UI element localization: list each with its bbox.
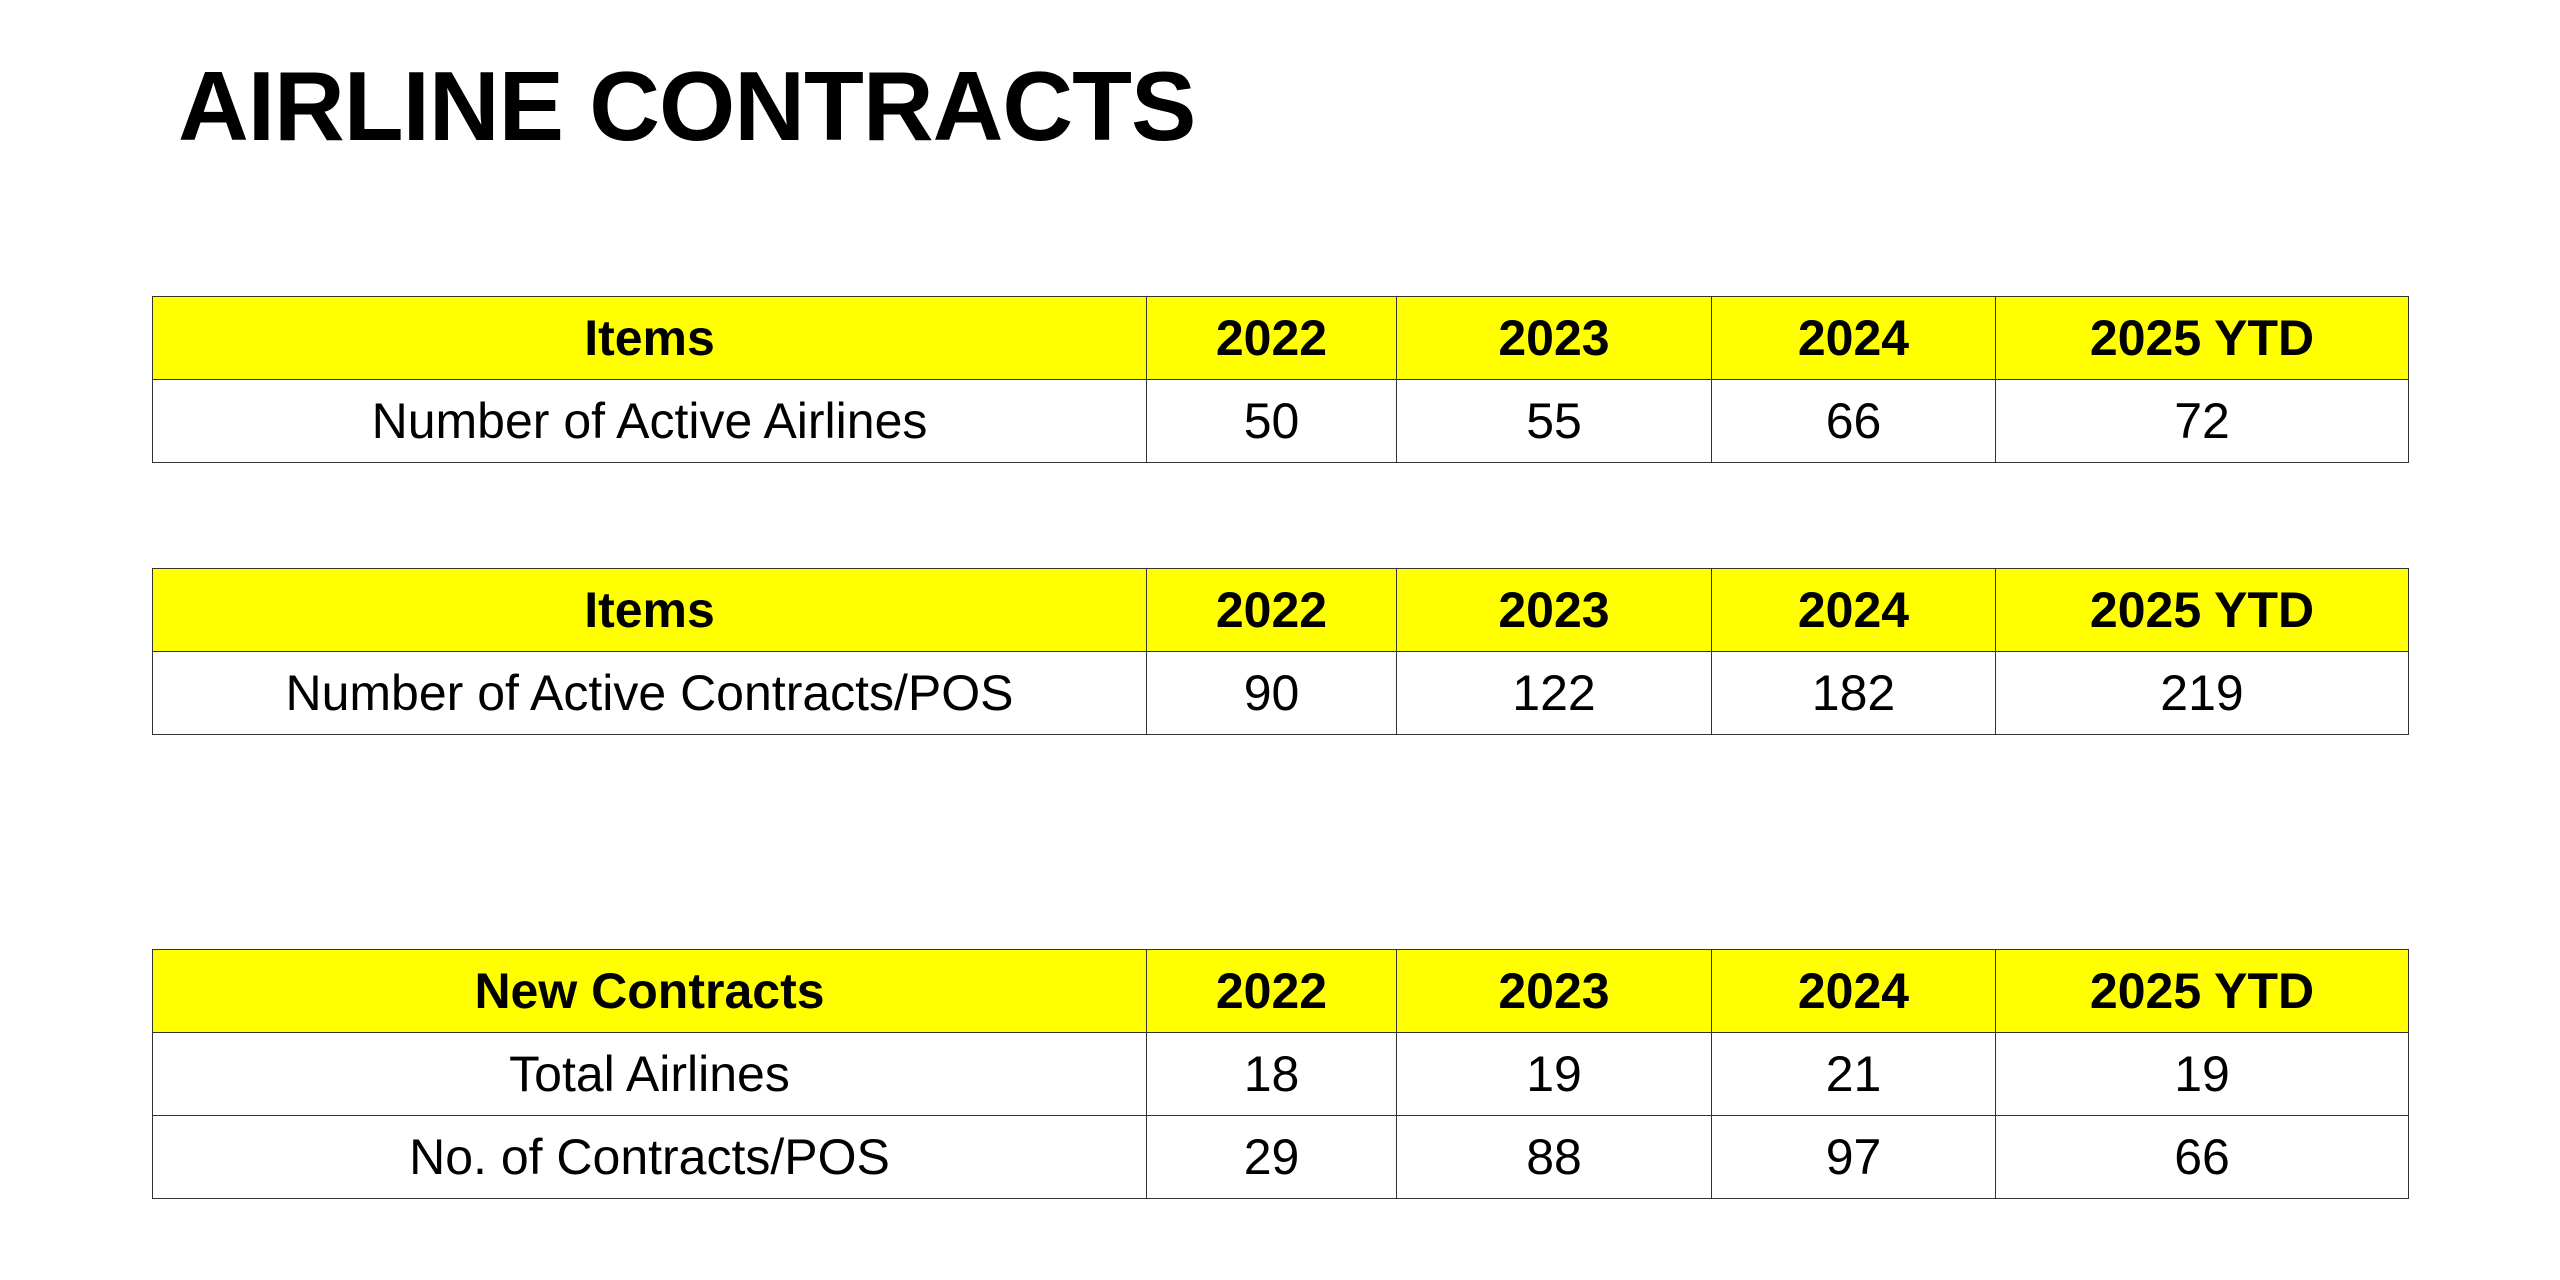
table-cell: 97	[1711, 1115, 1996, 1199]
table-cell: 21	[1711, 1032, 1996, 1116]
active-contracts-table: Items 2022 2023 2024 2025 YTD Number of …	[152, 568, 2409, 735]
table-cell: 19	[1995, 1032, 2409, 1116]
table-header-row: Items 2022 2023 2024 2025 YTD	[152, 568, 2409, 652]
table-cell: 219	[1995, 651, 2409, 735]
header-cell: 2024	[1711, 568, 1996, 652]
row-label: No. of Contracts/POS	[152, 1115, 1147, 1199]
header-cell: 2025 YTD	[1995, 568, 2409, 652]
table-row: Total Airlines 18 19 21 19	[152, 1032, 2409, 1116]
table-cell: 18	[1146, 1032, 1397, 1116]
table-cell: 90	[1146, 651, 1397, 735]
table-cell: 182	[1711, 651, 1996, 735]
table-cell: 19	[1396, 1032, 1712, 1116]
table-row: No. of Contracts/POS 29 88 97 66	[152, 1115, 2409, 1199]
header-cell: Items	[152, 296, 1147, 380]
header-cell: 2022	[1146, 949, 1397, 1033]
active-airlines-table: Items 2022 2023 2024 2025 YTD Number of …	[152, 296, 2409, 463]
header-cell: 2022	[1146, 568, 1397, 652]
table-cell: 50	[1146, 379, 1397, 463]
table-cell: 88	[1396, 1115, 1712, 1199]
table-cell: 29	[1146, 1115, 1397, 1199]
header-cell: 2024	[1711, 296, 1996, 380]
header-cell: Items	[152, 568, 1147, 652]
table-row: Number of Active Contracts/POS 90 122 18…	[152, 651, 2409, 735]
header-cell: 2022	[1146, 296, 1397, 380]
header-cell: 2025 YTD	[1995, 949, 2409, 1033]
table-cell: 72	[1995, 379, 2409, 463]
new-contracts-table: New Contracts 2022 2023 2024 2025 YTD To…	[152, 949, 2409, 1199]
table-cell: 66	[1995, 1115, 2409, 1199]
row-label: Number of Active Airlines	[152, 379, 1147, 463]
row-label: Total Airlines	[152, 1032, 1147, 1116]
table-cell: 66	[1711, 379, 1996, 463]
page-title: AIRLINE CONTRACTS	[178, 51, 1196, 161]
row-label: Number of Active Contracts/POS	[152, 651, 1147, 735]
table-header-row: Items 2022 2023 2024 2025 YTD	[152, 296, 2409, 380]
table-cell: 122	[1396, 651, 1712, 735]
header-cell: 2025 YTD	[1995, 296, 2409, 380]
table-cell: 55	[1396, 379, 1712, 463]
header-cell: New Contracts	[152, 949, 1147, 1033]
header-cell: 2024	[1711, 949, 1996, 1033]
header-cell: 2023	[1396, 568, 1712, 652]
table-header-row: New Contracts 2022 2023 2024 2025 YTD	[152, 949, 2409, 1033]
table-row: Number of Active Airlines 50 55 66 72	[152, 379, 2409, 463]
header-cell: 2023	[1396, 949, 1712, 1033]
header-cell: 2023	[1396, 296, 1712, 380]
